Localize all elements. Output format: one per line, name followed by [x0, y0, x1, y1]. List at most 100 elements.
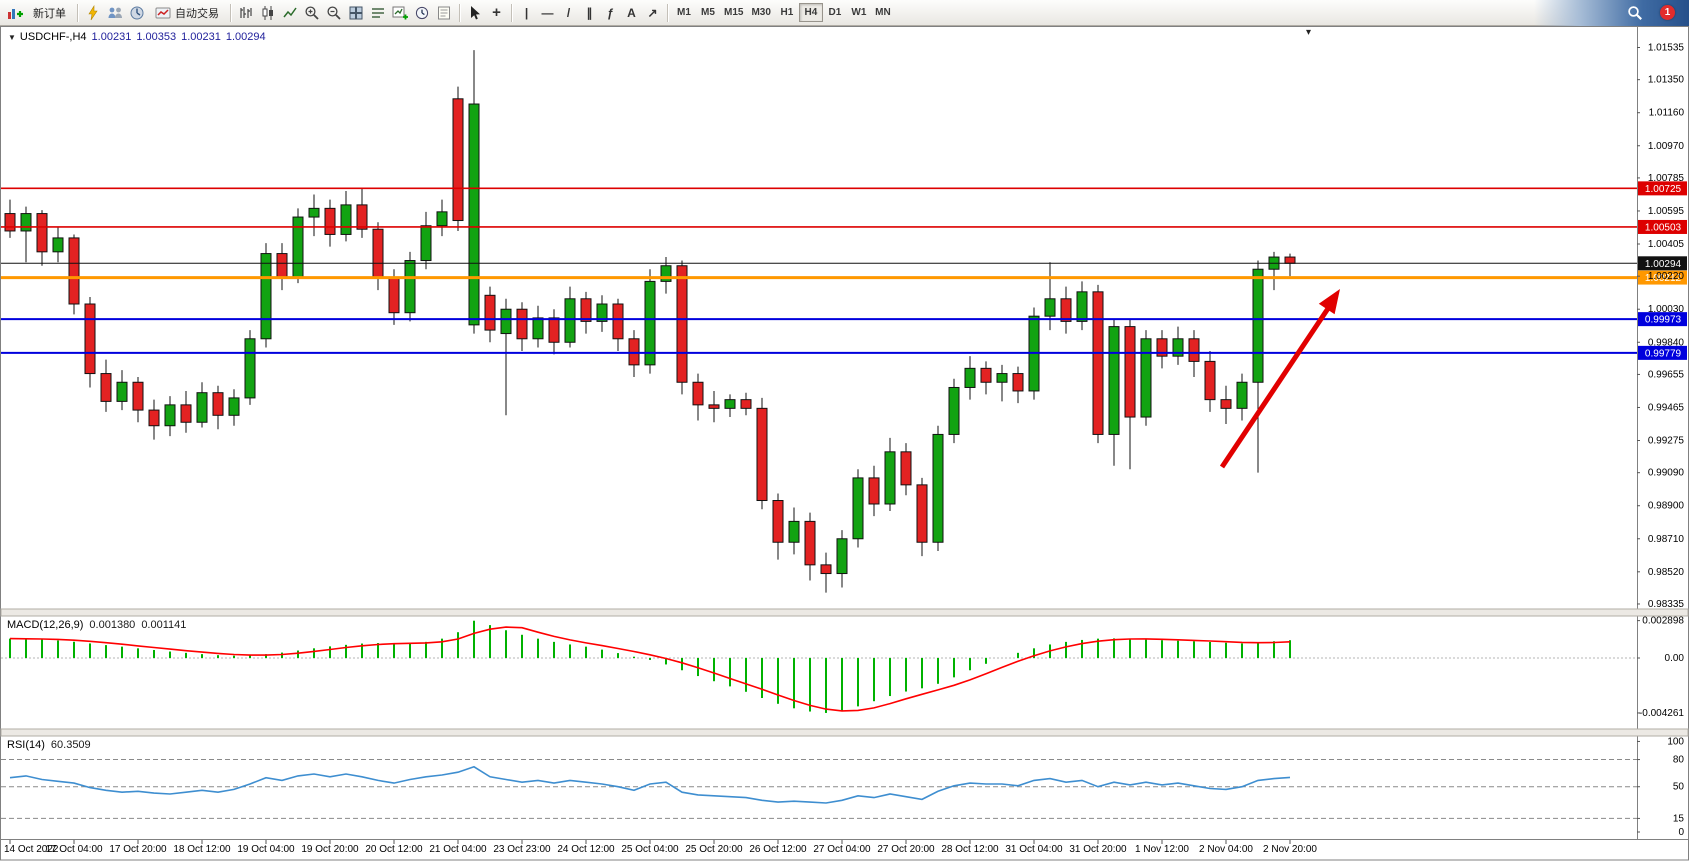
candle — [740, 399, 752, 409]
price-level-badge — [1638, 256, 1687, 271]
rsi-line — [9, 765, 1291, 804]
toolbar-separator — [511, 3, 512, 22]
profiles-icon[interactable] — [104, 2, 126, 24]
templates-icon[interactable] — [433, 2, 455, 24]
timeframe-m5[interactable]: M5 — [696, 3, 720, 22]
vertical-line-icon[interactable]: | — [524, 5, 529, 20]
time-axis[interactable] — [0, 840, 1689, 861]
candle — [532, 317, 544, 340]
price-level-badge-label: 1.00212 — [1645, 273, 1682, 284]
candle — [596, 303, 608, 322]
candle — [420, 225, 432, 262]
rsi-value: 60.3509 — [50, 739, 91, 751]
axis-tick-label: 25 Oct 04:00 — [621, 844, 679, 855]
axis-tick-label: 21 Oct 04:00 — [429, 844, 487, 855]
clock-icon[interactable] — [411, 2, 433, 24]
text-tool-icon[interactable]: A — [627, 5, 636, 20]
price-level-badge — [1638, 181, 1687, 196]
candle — [228, 397, 240, 416]
trendline-icon[interactable]: / — [566, 5, 571, 20]
candle — [1156, 338, 1168, 357]
axis-tick-label: 1.01535 — [1648, 43, 1685, 54]
new-order-chart-icon[interactable] — [4, 2, 26, 24]
price-level-badge — [1638, 270, 1687, 285]
ohlc-high: 1.00353 — [136, 31, 177, 43]
axis-tick-label: 31 Oct 04:00 — [1005, 844, 1063, 855]
axis-tick-label: 24 Oct 12:00 — [557, 844, 615, 855]
candle — [868, 477, 880, 505]
main-toolbar: 新订单 自动交易 — [0, 0, 1689, 26]
fibonacci-icon[interactable]: ƒ — [607, 5, 614, 20]
candle-chart-icon[interactable] — [257, 2, 279, 24]
timeframe-d1[interactable]: D1 — [823, 3, 847, 22]
zoom-in-icon[interactable] — [301, 2, 323, 24]
search-icon[interactable] — [1624, 2, 1646, 24]
candle — [164, 404, 176, 427]
crosshair-icon[interactable]: + — [492, 4, 501, 21]
axis-tick-label: 80 — [1673, 755, 1685, 766]
notification-badge[interactable]: 1 — [1660, 5, 1675, 20]
price-level-badge-label: 1.00294 — [1645, 259, 1682, 270]
price-level-badge — [1638, 312, 1687, 327]
rsi-level-lines — [1, 759, 1637, 819]
auto-trading-button[interactable]: 自动交易 — [148, 2, 226, 24]
axis-tick-label: 1.00405 — [1648, 239, 1685, 250]
candle — [692, 381, 704, 406]
zoom-out-icon[interactable] — [323, 2, 345, 24]
candle — [468, 103, 480, 326]
price-level-badge — [1638, 219, 1687, 234]
new-chart-icon[interactable] — [389, 2, 411, 24]
candle — [52, 237, 64, 253]
candle — [180, 404, 192, 423]
candle — [372, 228, 384, 279]
axis-tick-label: 1.01160 — [1649, 108, 1685, 119]
axis-tick-label: 0.002898 — [1642, 616, 1684, 627]
timeframe-w1[interactable]: W1 — [847, 3, 871, 22]
candle — [884, 451, 896, 505]
horizontal-line-icon[interactable]: — — [541, 5, 554, 20]
timeframe-h1[interactable]: H1 — [775, 3, 799, 22]
axis-tick-label: 28 Oct 12:00 — [941, 844, 999, 855]
candle — [484, 294, 496, 331]
symbol-dropdown-icon[interactable]: ▼ — [8, 33, 16, 42]
indicators-list-icon[interactable] — [367, 2, 389, 24]
rsi-axis-labels: 100 80 50 15 0 — [1637, 736, 1684, 838]
axis-tick-label: 20 Oct 12:00 — [365, 844, 423, 855]
market-watch-icon[interactable] — [126, 2, 148, 24]
candle — [308, 207, 320, 218]
ohlc-close: 1.00294 — [225, 31, 266, 43]
lightning-icon[interactable] — [82, 2, 104, 24]
toolbar-overflow-icon[interactable]: ▾ — [1306, 27, 1312, 38]
timeframe-m30[interactable]: M30 — [747, 3, 774, 22]
new-order-button[interactable]: 新订单 — [26, 2, 73, 24]
cursor-icon[interactable] — [464, 2, 486, 24]
candle — [564, 298, 576, 343]
price-axis[interactable] — [1637, 27, 1689, 839]
arrows-tool-icon[interactable]: ↗ — [647, 5, 658, 20]
axis-tick-label: 15 — [1673, 813, 1685, 824]
line-chart-icon[interactable] — [279, 2, 301, 24]
candle — [388, 277, 400, 314]
candle — [452, 98, 464, 222]
axis-tick-label: 27 Oct 04:00 — [813, 844, 871, 855]
timeframe-m15[interactable]: M15 — [720, 3, 747, 22]
price-level-badge-label: 0.99779 — [1645, 348, 1682, 359]
timeframe-mn[interactable]: MN — [871, 3, 895, 22]
candle — [1044, 298, 1056, 317]
channel-icon[interactable]: ∥ — [586, 5, 593, 20]
axis-tick-label: 1.00220 — [1648, 271, 1685, 282]
candle — [1124, 326, 1136, 418]
axis-tick-label: 0.99275 — [1648, 436, 1685, 447]
timeframe-h4[interactable]: H4 — [798, 3, 823, 22]
pane-splitter[interactable] — [0, 608, 1689, 617]
timeframe-m1[interactable]: M1 — [672, 3, 696, 22]
candle — [1076, 291, 1088, 322]
pane-splitter[interactable] — [0, 728, 1689, 737]
candle — [660, 265, 672, 282]
candle — [644, 280, 656, 366]
tile-windows-icon[interactable] — [345, 2, 367, 24]
bar-chart-icon[interactable] — [235, 2, 257, 24]
axis-tick-label: 17 Oct 04:00 — [45, 844, 103, 855]
candle — [1012, 373, 1024, 392]
